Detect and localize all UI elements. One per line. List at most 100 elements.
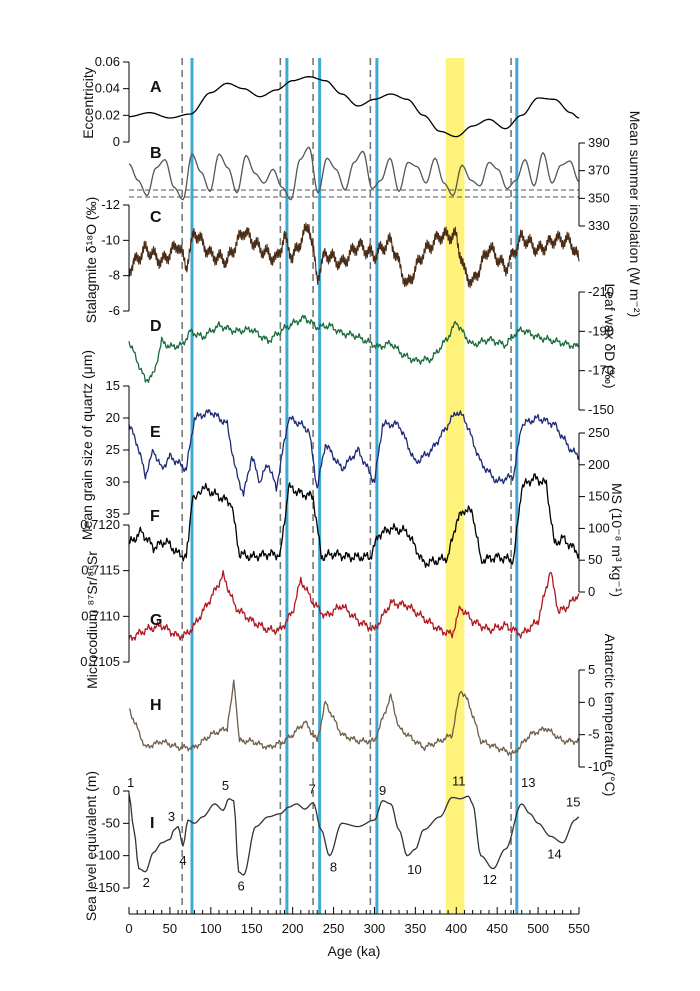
tick-label-i: 0 xyxy=(113,783,120,798)
tick-label-i: -50 xyxy=(101,815,120,830)
panel-letter-c: C xyxy=(150,209,162,226)
tick-label-c: -6 xyxy=(108,303,120,318)
panel-letter-b: B xyxy=(150,145,162,162)
axis-title-h: Antarctic temperature (°C) xyxy=(602,634,618,797)
axis-title-g: Microcodium ⁸⁷Sr/⁸⁶Sr xyxy=(84,551,100,689)
mis-label: 3 xyxy=(168,809,175,824)
tick-label-g: 0.7115 xyxy=(81,563,120,578)
x-tick-label: 550 xyxy=(568,921,590,936)
mis-label: 2 xyxy=(143,875,150,890)
mis-label: 9 xyxy=(379,783,386,798)
tick-label-h: -10 xyxy=(588,759,607,774)
x-tick-label: 450 xyxy=(486,921,508,936)
mis-label: 11 xyxy=(452,773,466,788)
mis-label: 7 xyxy=(309,782,316,797)
series-a-line xyxy=(128,76,580,138)
tick-label-h: 0 xyxy=(588,694,595,709)
tick-label-b: 350 xyxy=(588,190,610,205)
x-tick-label: 500 xyxy=(527,921,549,936)
tick-label-a: 0 xyxy=(113,134,120,149)
series-layer xyxy=(128,76,580,876)
mis-label: 15 xyxy=(566,795,580,810)
series-h-line xyxy=(128,679,580,756)
tick-label-c: -12 xyxy=(101,197,120,212)
series-g-line xyxy=(128,570,580,641)
panel-letter-d: D xyxy=(150,318,162,335)
mis-label: 12 xyxy=(483,872,497,887)
tick-label-f: 50 xyxy=(588,552,602,567)
tick-label-h: 5 xyxy=(588,662,595,677)
tick-label-e: 15 xyxy=(106,378,120,393)
highlight-band xyxy=(445,58,465,914)
panel-letter-e: E xyxy=(150,424,161,441)
x-tick-label: 50 xyxy=(163,921,177,936)
tick-label-d: -170 xyxy=(588,363,614,378)
tick-label-a: 0.02 xyxy=(95,107,120,122)
x-tick-label: 400 xyxy=(445,921,467,936)
x-tick-label: 350 xyxy=(405,921,427,936)
x-tick-label: 0 xyxy=(125,921,132,936)
axes-layer xyxy=(123,61,585,915)
mis-label: 13 xyxy=(521,775,535,790)
mis-label: 1 xyxy=(127,775,134,790)
x-tick-label: 150 xyxy=(241,921,263,936)
tick-label-d: -210 xyxy=(588,284,614,299)
mis-label: 5 xyxy=(222,778,229,793)
x-axis-title: Age (ka) xyxy=(328,943,381,959)
panel-letter-h: H xyxy=(150,697,162,714)
tick-label-d: -150 xyxy=(588,402,614,417)
tick-label-g: 0.7120 xyxy=(80,517,120,532)
series-c-line xyxy=(128,222,580,289)
axis-title-c: Stalagmite δ¹⁸O (‰) xyxy=(83,197,99,324)
mis-label: 14 xyxy=(547,846,561,861)
tick-label-h: -5 xyxy=(588,727,600,742)
tick-label-e: 25 xyxy=(106,442,120,457)
panel-letter-f: F xyxy=(150,508,160,525)
axis-title-b: Mean summer insolation (W m⁻²) xyxy=(627,111,643,318)
x-tick-label: 250 xyxy=(323,921,345,936)
tick-label-b: 330 xyxy=(588,218,610,233)
panel-letter-a: A xyxy=(150,79,162,96)
axis-title-a: Eccentricity xyxy=(80,67,96,139)
series-b-line xyxy=(128,146,580,201)
tick-label-a: 0.04 xyxy=(95,81,120,96)
axis-title-d: Leaf wax δD (‰) xyxy=(602,283,618,388)
series-i-line xyxy=(128,794,580,876)
x-tick-label: 300 xyxy=(364,921,386,936)
series-f-line xyxy=(128,473,580,568)
mis-label: 10 xyxy=(407,862,421,877)
tick-label-f: 150 xyxy=(588,489,610,504)
tick-label-i: -100 xyxy=(94,848,120,863)
tick-label-i: -150 xyxy=(94,880,120,895)
series-d-line xyxy=(128,314,580,383)
tick-label-e: 35 xyxy=(106,506,120,521)
series-e-line xyxy=(128,409,580,497)
panel-letter-i: I xyxy=(150,815,154,832)
x-tick-label: 200 xyxy=(282,921,304,936)
tick-label-f: 200 xyxy=(588,457,610,472)
axis-title-e: Mean grain size of quartz (μm) xyxy=(79,350,95,540)
tick-label-d: -190 xyxy=(588,323,614,338)
panel-letter-g: G xyxy=(150,612,162,629)
tick-label-a: 0.06 xyxy=(95,54,120,69)
tick-label-g: 0.7110 xyxy=(81,608,120,623)
tick-label-f: 100 xyxy=(588,520,610,535)
tick-label-e: 20 xyxy=(106,410,120,425)
tick-label-b: 390 xyxy=(588,135,610,150)
axis-title-i: Sea level equivalent (m) xyxy=(83,771,99,921)
tick-label-g: 0.7105 xyxy=(80,654,120,669)
tick-label-e: 30 xyxy=(106,474,120,489)
background-layer xyxy=(129,58,579,914)
tick-label-f: 0 xyxy=(588,584,595,599)
axis-title-f: MS (10⁻⁸ m³ kg⁻¹) xyxy=(609,483,625,597)
tick-label-b: 370 xyxy=(588,163,610,178)
mis-label: 6 xyxy=(237,879,244,894)
tick-label-f: 250 xyxy=(588,425,610,440)
mis-label: 8 xyxy=(330,859,337,874)
x-tick-label: 100 xyxy=(200,921,222,936)
mis-label: 4 xyxy=(179,853,186,868)
tick-label-c: -8 xyxy=(108,268,120,283)
tick-label-c: -10 xyxy=(101,232,120,247)
